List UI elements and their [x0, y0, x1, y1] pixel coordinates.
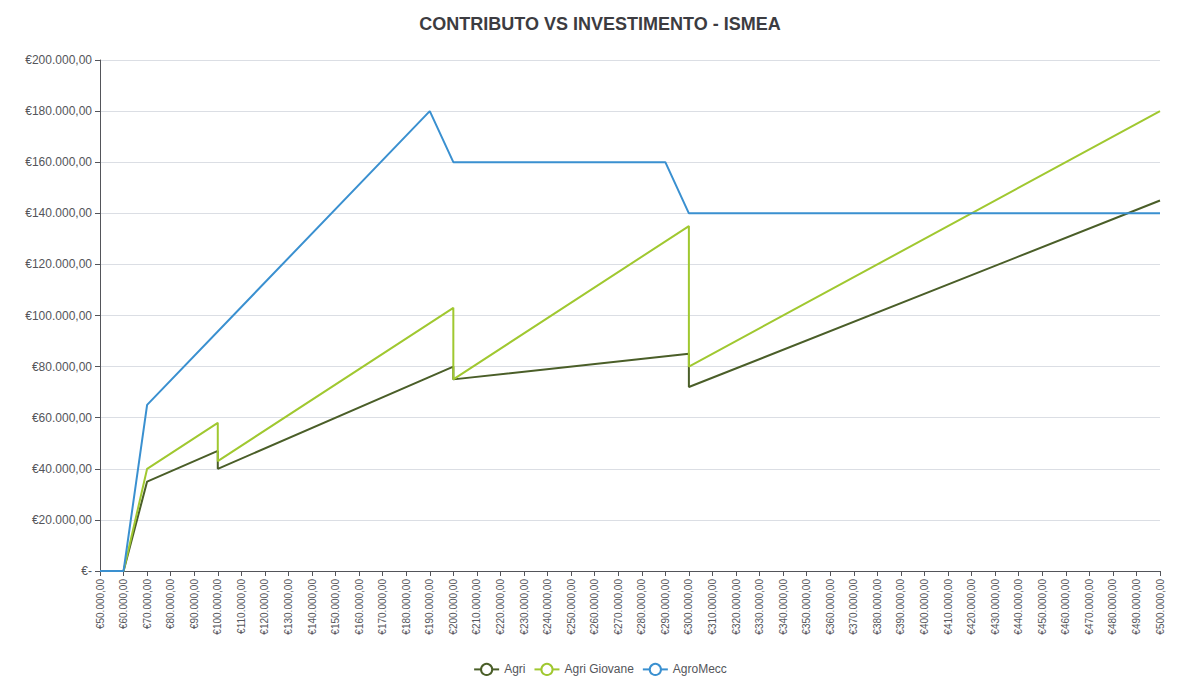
svg-text:€290.000,00: €290.000,00	[660, 579, 671, 635]
svg-text:€360.000,00: €360.000,00	[825, 579, 836, 635]
svg-text:€490.000,00: €490.000,00	[1131, 579, 1142, 635]
svg-text:€170.000,00: €170.000,00	[377, 579, 388, 635]
svg-text:€400.000,00: €400.000,00	[919, 579, 930, 635]
svg-text:CONTRIBUTO VS INVESTIMENTO - I: CONTRIBUTO VS INVESTIMENTO - ISMEA	[419, 14, 780, 34]
svg-text:€-: €-	[81, 564, 92, 578]
svg-text:€40.000,00: €40.000,00	[32, 462, 92, 476]
svg-text:€210.000,00: €210.000,00	[471, 579, 482, 635]
svg-text:€70.000,00: €70.000,00	[142, 579, 153, 629]
svg-text:€100.000,00: €100.000,00	[212, 579, 223, 635]
svg-text:AgroMecc: AgroMecc	[673, 662, 727, 676]
svg-text:€130.000,00: €130.000,00	[283, 579, 294, 635]
svg-text:€50.000,00: €50.000,00	[95, 579, 106, 629]
svg-text:€20.000,00: €20.000,00	[32, 513, 92, 527]
svg-text:€460.000,00: €460.000,00	[1060, 579, 1071, 635]
svg-text:€500.000,00: €500.000,00	[1155, 579, 1166, 635]
svg-text:€470.000,00: €470.000,00	[1084, 579, 1095, 635]
svg-text:€270.000,00: €270.000,00	[613, 579, 624, 635]
svg-text:€200.000,00: €200.000,00	[448, 579, 459, 635]
svg-text:€240.000,00: €240.000,00	[542, 579, 553, 635]
svg-text:Agri: Agri	[504, 662, 525, 676]
svg-text:€120.000,00: €120.000,00	[25, 257, 92, 271]
svg-text:€160.000,00: €160.000,00	[25, 155, 92, 169]
svg-text:€230.000,00: €230.000,00	[519, 579, 530, 635]
svg-text:€420.000,00: €420.000,00	[966, 579, 977, 635]
svg-text:€60.000,00: €60.000,00	[32, 411, 92, 425]
svg-text:€410.000,00: €410.000,00	[943, 579, 954, 635]
svg-text:Agri Giovane: Agri Giovane	[564, 662, 634, 676]
svg-text:€80.000,00: €80.000,00	[32, 360, 92, 374]
svg-text:€480.000,00: €480.000,00	[1107, 579, 1118, 635]
svg-text:€60.000,00: €60.000,00	[118, 579, 129, 629]
svg-text:€380.000,00: €380.000,00	[872, 579, 883, 635]
svg-text:€180.000,00: €180.000,00	[401, 579, 412, 635]
svg-text:€260.000,00: €260.000,00	[589, 579, 600, 635]
svg-text:€180.000,00: €180.000,00	[25, 104, 92, 118]
svg-text:€370.000,00: €370.000,00	[848, 579, 859, 635]
svg-text:€250.000,00: €250.000,00	[566, 579, 577, 635]
svg-text:€330.000,00: €330.000,00	[754, 579, 765, 635]
svg-text:€90.000,00: €90.000,00	[189, 579, 200, 629]
svg-text:€80.000,00: €80.000,00	[165, 579, 176, 629]
svg-text:€160.000,00: €160.000,00	[354, 579, 365, 635]
svg-text:€450.000,00: €450.000,00	[1037, 579, 1048, 635]
svg-text:€120.000,00: €120.000,00	[259, 579, 270, 635]
svg-text:€350.000,00: €350.000,00	[801, 579, 812, 635]
svg-text:€280.000,00: €280.000,00	[636, 579, 647, 635]
svg-text:€190.000,00: €190.000,00	[424, 579, 435, 635]
svg-text:€140.000,00: €140.000,00	[307, 579, 318, 635]
svg-text:€390.000,00: €390.000,00	[895, 579, 906, 635]
svg-text:€440.000,00: €440.000,00	[1013, 579, 1024, 635]
svg-text:€150.000,00: €150.000,00	[330, 579, 341, 635]
svg-text:€300.000,00: €300.000,00	[683, 579, 694, 635]
svg-text:€140.000,00: €140.000,00	[25, 206, 92, 220]
svg-text:€320.000,00: €320.000,00	[731, 579, 742, 635]
svg-text:€220.000,00: €220.000,00	[495, 579, 506, 635]
svg-text:€110.000,00: €110.000,00	[236, 579, 247, 634]
svg-text:€100.000,00: €100.000,00	[25, 309, 92, 323]
svg-text:€310.000,00: €310.000,00	[707, 579, 718, 635]
svg-text:€430.000,00: €430.000,00	[990, 579, 1001, 635]
svg-text:€340.000,00: €340.000,00	[778, 579, 789, 635]
svg-text:€200.000,00: €200.000,00	[25, 53, 92, 67]
